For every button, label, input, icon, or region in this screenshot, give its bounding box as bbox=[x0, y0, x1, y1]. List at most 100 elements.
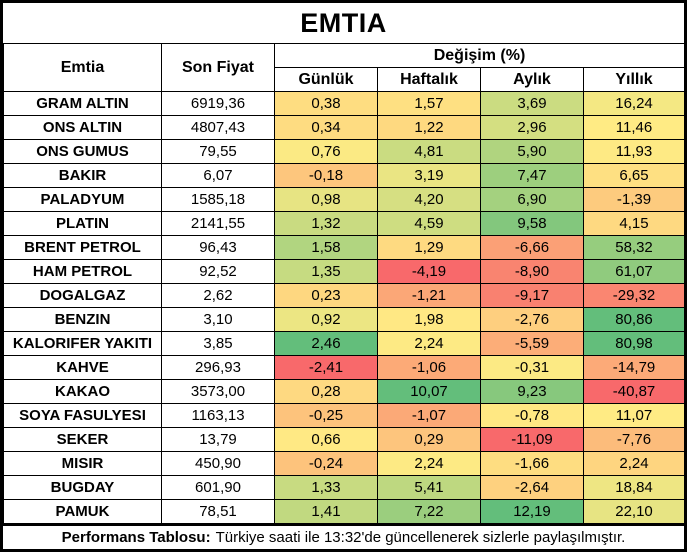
price-cell: 1163,13 bbox=[161, 403, 275, 428]
change-cell-aylik: -1,66 bbox=[480, 451, 584, 476]
change-cell-gunluk: 0,66 bbox=[274, 427, 378, 452]
change-cell-gunluk: 0,92 bbox=[274, 307, 378, 332]
commodity-name: SEKER bbox=[3, 427, 162, 452]
change-cell-haftalik: 2,24 bbox=[377, 451, 481, 476]
commodity-name: ONS ALTIN bbox=[3, 115, 162, 140]
table-row: BRENT PETROL 96,43 1,58 1,29 -6,66 58,32 bbox=[3, 235, 686, 260]
change-cell-gunluk: 1,58 bbox=[274, 235, 378, 260]
commodity-name: KAKAO bbox=[3, 379, 162, 404]
change-cell-gunluk: -0,24 bbox=[274, 451, 378, 476]
price-cell: 3,10 bbox=[161, 307, 275, 332]
commodity-name: BRENT PETROL bbox=[3, 235, 162, 260]
change-cell-yillik: 2,24 bbox=[582, 451, 686, 476]
price-cell: 6919,36 bbox=[161, 91, 275, 116]
table-row: HAM PETROL 92,52 1,35 -4,19 -8,90 61,07 bbox=[3, 259, 686, 284]
table-row: ONS GUMUS 79,55 0,76 4,81 5,90 11,93 bbox=[3, 139, 686, 164]
table-row: BUGDAY 601,90 1,33 5,41 -2,64 18,84 bbox=[3, 475, 686, 500]
change-cell-haftalik: 10,07 bbox=[377, 379, 481, 404]
footer-note: Performans Tablosu: Türkiye saati ile 13… bbox=[3, 524, 684, 549]
change-cell-haftalik: 5,41 bbox=[377, 475, 481, 500]
table-row: PLATIN 2141,55 1,32 4,59 9,58 4,15 bbox=[3, 211, 686, 236]
change-cell-gunluk: 0,76 bbox=[274, 139, 378, 164]
change-cell-gunluk: -0,25 bbox=[274, 403, 378, 428]
change-cell-gunluk: 1,33 bbox=[274, 475, 378, 500]
change-cell-haftalik: 1,22 bbox=[377, 115, 481, 140]
change-cell-aylik: -2,76 bbox=[480, 307, 584, 332]
change-cell-haftalik: 0,29 bbox=[377, 427, 481, 452]
commodity-name: ONS GUMUS bbox=[3, 139, 162, 164]
table-row: PALADYUM 1585,18 0,98 4,20 6,90 -1,39 bbox=[3, 187, 686, 212]
change-cell-gunluk: 0,38 bbox=[274, 91, 378, 116]
change-cell-yillik: 58,32 bbox=[582, 235, 686, 260]
price-cell: 13,79 bbox=[161, 427, 275, 452]
change-cell-haftalik: -1,21 bbox=[377, 283, 481, 308]
change-cell-yillik: 80,86 bbox=[582, 307, 686, 332]
change-cell-gunluk: 0,34 bbox=[274, 115, 378, 140]
change-cell-gunluk: -0,18 bbox=[274, 163, 378, 188]
table-row: SOYA FASULYESI 1163,13 -0,25 -1,07 -0,78 11,0… bbox=[3, 403, 686, 428]
change-cell-haftalik: 3,19 bbox=[377, 163, 481, 188]
table-row: GRAM ALTIN 6919,36 0,38 1,57 3,69 16,24 bbox=[3, 91, 686, 116]
commodity-name: PLATIN bbox=[3, 211, 162, 236]
change-cell-haftalik: -4,19 bbox=[377, 259, 481, 284]
column-header-gunluk: Günlük bbox=[274, 67, 378, 92]
table-row: PAMUK 78,51 1,41 7,22 12,19 22,10 bbox=[3, 499, 686, 524]
commodity-name: KAHVE bbox=[3, 355, 162, 380]
change-cell-yillik: 11,07 bbox=[582, 403, 686, 428]
change-cell-aylik: -11,09 bbox=[480, 427, 584, 452]
change-cell-aylik: 12,19 bbox=[480, 499, 584, 524]
change-cell-aylik: -2,64 bbox=[480, 475, 584, 500]
commodity-name: BENZIN bbox=[3, 307, 162, 332]
change-cell-aylik: 6,90 bbox=[480, 187, 584, 212]
price-cell: 2141,55 bbox=[161, 211, 275, 236]
change-cell-aylik: -5,59 bbox=[480, 331, 584, 356]
change-cell-yillik: 18,84 bbox=[582, 475, 686, 500]
commodity-table: Emtia Son Fiyat Değişim (%) Günlük Hafta… bbox=[3, 43, 686, 524]
change-cell-aylik: -0,78 bbox=[480, 403, 584, 428]
change-cell-haftalik: 1,98 bbox=[377, 307, 481, 332]
table-row: ONS ALTIN 4807,43 0,34 1,22 2,96 11,46 bbox=[3, 115, 686, 140]
table-row: KALORIFER YAKITI 3,85 2,46 2,24 -5,59 80,98 bbox=[3, 331, 686, 356]
table-row: KAKAO 3573,00 0,28 10,07 9,23 -40,87 bbox=[3, 379, 686, 404]
commodity-name: PAMUK bbox=[3, 499, 162, 524]
table-row: DOGALGAZ 2,62 0,23 -1,21 -9,17 -29,32 bbox=[3, 283, 686, 308]
change-cell-haftalik: 4,59 bbox=[377, 211, 481, 236]
change-cell-haftalik: 1,57 bbox=[377, 91, 481, 116]
change-cell-yillik: 11,93 bbox=[582, 139, 686, 164]
price-cell: 450,90 bbox=[161, 451, 275, 476]
change-cell-aylik: 3,69 bbox=[480, 91, 584, 116]
change-cell-gunluk: -2,41 bbox=[274, 355, 378, 380]
change-cell-aylik: -6,66 bbox=[480, 235, 584, 260]
change-cell-yillik: -14,79 bbox=[582, 355, 686, 380]
change-cell-yillik: 4,15 bbox=[582, 211, 686, 236]
change-cell-gunluk: 0,98 bbox=[274, 187, 378, 212]
column-header-emtia: Emtia bbox=[3, 43, 162, 92]
change-cell-haftalik: 4,81 bbox=[377, 139, 481, 164]
price-cell: 78,51 bbox=[161, 499, 275, 524]
price-cell: 96,43 bbox=[161, 235, 275, 260]
change-cell-aylik: 2,96 bbox=[480, 115, 584, 140]
column-header-yillik: Yıllık bbox=[582, 67, 686, 92]
change-cell-gunluk: 1,32 bbox=[274, 211, 378, 236]
change-cell-yillik: 22,10 bbox=[582, 499, 686, 524]
table-row: MISIR 450,90 -0,24 2,24 -1,66 2,24 bbox=[3, 451, 686, 476]
table-row: KAHVE 296,93 -2,41 -1,06 -0,31 -14,79 bbox=[3, 355, 686, 380]
column-header-degisim: Değişim (%) bbox=[273, 43, 686, 68]
price-cell: 79,55 bbox=[161, 139, 275, 164]
change-cell-haftalik: -1,06 bbox=[377, 355, 481, 380]
change-cell-yillik: -1,39 bbox=[582, 187, 686, 212]
change-cell-yillik: -7,76 bbox=[582, 427, 686, 452]
change-cell-aylik: -8,90 bbox=[480, 259, 584, 284]
change-cell-aylik: 7,47 bbox=[480, 163, 584, 188]
column-header-haftalik: Haftalık bbox=[377, 67, 481, 92]
change-cell-aylik: -0,31 bbox=[480, 355, 584, 380]
commodity-name: PALADYUM bbox=[3, 187, 162, 212]
table-title: EMTIA bbox=[300, 7, 387, 38]
commodity-name: MISIR bbox=[3, 451, 162, 476]
change-cell-haftalik: 2,24 bbox=[377, 331, 481, 356]
change-cell-haftalik: 4,20 bbox=[377, 187, 481, 212]
commodity-name: GRAM ALTIN bbox=[3, 91, 162, 116]
change-cell-gunluk: 1,41 bbox=[274, 499, 378, 524]
price-cell: 1585,18 bbox=[161, 187, 275, 212]
price-cell: 92,52 bbox=[161, 259, 275, 284]
